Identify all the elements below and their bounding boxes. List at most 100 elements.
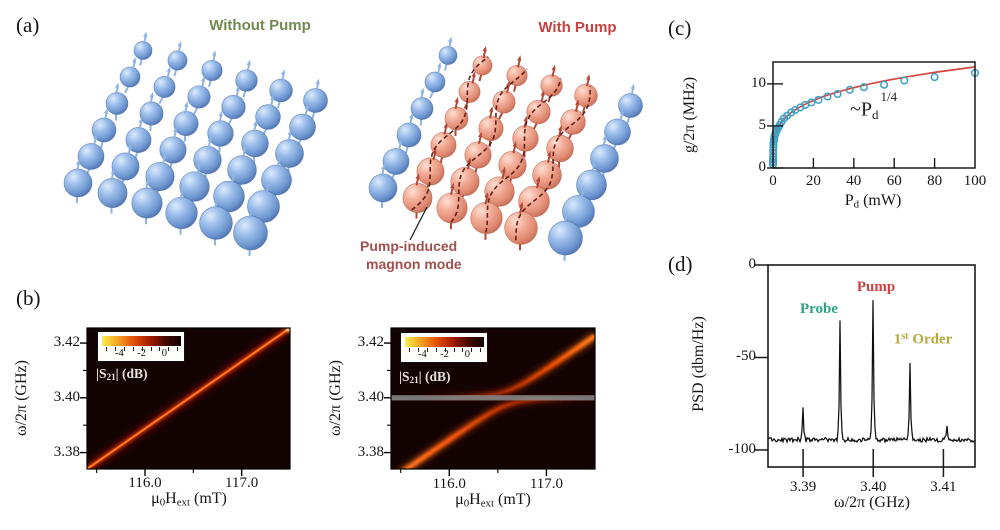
d-x-tick-label: 3.41 — [930, 479, 957, 495]
data-point — [900, 76, 909, 85]
c-y-tick-label: 0 — [758, 159, 767, 175]
psd-trace — [767, 300, 976, 444]
d-y-tick-label: -100 — [728, 440, 757, 457]
b-right-y-tick-label: 3.38 — [357, 443, 384, 460]
anticrossing-branches — [391, 332, 595, 469]
magnon-wave-lines — [411, 56, 591, 241]
colorbar-tick — [409, 348, 410, 352]
data-point — [814, 95, 823, 104]
d-y-tick-label: 0 — [748, 256, 757, 272]
b-left-y-tick-label: 3.40 — [53, 388, 80, 405]
magnon-wave — [485, 78, 562, 233]
data-point — [859, 83, 868, 92]
b-right-y-tick-label: 3.42 — [357, 334, 384, 351]
panel-a-letter: (a) — [16, 13, 40, 37]
data-point — [880, 80, 889, 89]
b-left-y-tick-label: 3.38 — [53, 443, 80, 460]
colorbar-tick — [480, 348, 482, 352]
colorbar-gradient — [102, 336, 181, 346]
first-order-peak-label: 1st Order — [893, 331, 953, 348]
b-right-colorbar-label: |S21| (dB) — [399, 369, 451, 386]
colorbar-tick — [106, 347, 107, 351]
data-point — [807, 98, 816, 107]
b-left-colorbar: -4 -2 0 — [97, 331, 185, 362]
c-x-tick-label: 20 — [805, 173, 821, 189]
colorbar-tick — [132, 347, 134, 351]
colorbar-tick-label: -4 — [418, 349, 427, 360]
c-y-tick-label: 5 — [758, 116, 767, 133]
magnon-wave — [411, 56, 489, 211]
c-x-tick-label: 80 — [927, 173, 943, 189]
colorbar-tick — [168, 347, 170, 351]
pump-induced-annotation-line1: Pump-induced — [360, 238, 458, 254]
colorbar-tick — [471, 348, 473, 352]
b-left-y-tick-label: 3.42 — [53, 334, 80, 351]
pump-frequency-line — [391, 395, 595, 401]
panel-d-letter: (d) — [668, 252, 693, 276]
annotation-pointer — [409, 206, 428, 241]
colorbar-tick — [114, 347, 116, 351]
power-law-annotation: ~Pd1/4 — [850, 89, 898, 122]
colorbar-tick — [435, 348, 437, 352]
c-x-axis-title: Pd (mW) — [844, 192, 902, 211]
blue-lattice — [63, 31, 328, 256]
colorbar-tick-label: -4 — [115, 348, 124, 359]
colorbar-tick-label: 0 — [464, 349, 471, 360]
colorbar-tick — [177, 347, 179, 351]
d-x-axis-title: ω/2π (GHz) — [834, 494, 910, 511]
d-y-tick-label: -50 — [736, 348, 756, 365]
colorbar-tick — [150, 347, 152, 351]
pump-lattice — [368, 36, 643, 261]
data-point — [823, 92, 832, 101]
c-x-tick-label: 40 — [846, 173, 862, 189]
magnon-wave — [450, 68, 528, 223]
magnon-wave — [515, 85, 591, 241]
d-x-tick-label: 3.39 — [789, 479, 817, 495]
b-right-x-tick-label: 117.0 — [529, 476, 564, 492]
b-left-x-axis-title: μ0Hext (mT) — [151, 490, 227, 509]
colorbar-tick — [141, 347, 143, 351]
pump-peak-label: Pump — [856, 279, 896, 295]
c-x-tick-label: 100 — [963, 173, 987, 189]
colorbar-tick — [123, 347, 125, 351]
b-left-x-tick-label: 116.0 — [128, 475, 162, 491]
colorbar-tick-label: 0 — [161, 348, 168, 359]
b-left-colorbar-label: |S21| (dB) — [96, 366, 148, 383]
colorbar-tick — [462, 348, 464, 352]
b-right-heatmap-ticks — [384, 342, 548, 476]
b-right-y-tick-label: 3.40 — [357, 388, 384, 405]
colorbar-gradient — [405, 337, 484, 347]
colorbar-tick — [159, 347, 161, 351]
resonance-line — [87, 328, 290, 469]
annotation-pointer-line — [409, 206, 428, 241]
b-right-colorbar: -4 -2 0 — [400, 332, 488, 363]
c-y-axis-title: g/2π (MHz) — [681, 76, 698, 154]
b-right-x-axis-title: μ0Hext (mT) — [455, 491, 531, 510]
c-x-tick-label: 0 — [769, 173, 777, 189]
c-x-tick-label: 60 — [886, 173, 902, 189]
b-left-x-tick-label: 117.0 — [225, 475, 259, 491]
d-x-tick-label: 3.40 — [860, 479, 887, 495]
with-pump-title: With Pump — [538, 19, 617, 36]
probe-peak-label: Probe — [799, 301, 839, 317]
data-point — [930, 73, 939, 82]
c-y-tick-label: 10 — [751, 74, 766, 91]
data-point — [845, 85, 854, 94]
panel-b-letter: (b) — [16, 286, 41, 310]
d-ticks — [755, 264, 945, 477]
c-ticks — [767, 83, 936, 169]
without-pump-title: Without Pump — [209, 17, 311, 34]
data-point — [833, 89, 842, 99]
b-left-heatmap-ticks — [80, 342, 243, 476]
colorbar-tick — [426, 348, 428, 352]
colorbar-tick-label: -2 — [440, 349, 449, 360]
d-plot — [767, 264, 976, 468]
pump-induced-annotation-line2: magnon mode — [366, 256, 462, 272]
colorbar-tick — [417, 348, 419, 352]
colorbar-tick — [453, 348, 455, 352]
colorbar-tick — [444, 348, 446, 352]
colorbar-tick-label: -2 — [137, 348, 146, 359]
panel-c-letter: (c) — [668, 16, 692, 40]
